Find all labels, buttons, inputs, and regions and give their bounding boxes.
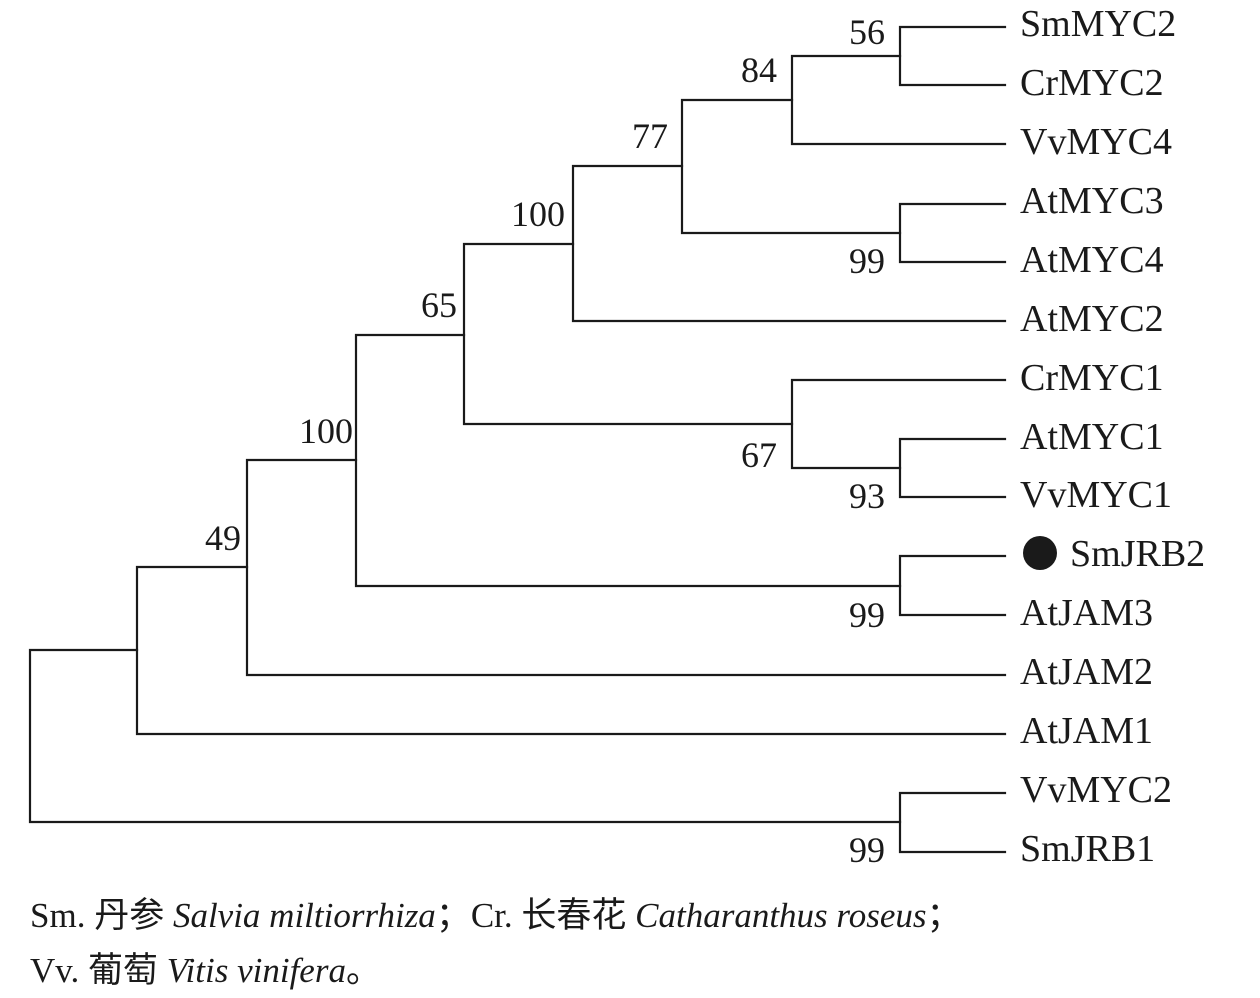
bootstrap-value: 100 [511,194,565,234]
bootstrap-value: 49 [205,518,241,558]
bootstrap-value: 67 [741,435,777,475]
legend-text: Vv. 葡萄 [30,951,167,990]
bootstrap-value: 100 [299,411,353,451]
tree-branches [28,25,1007,854]
taxon-label: AtMYC3 [1020,180,1164,222]
legend-line: Vv. 葡萄 Vitis vinifera。 [30,943,1250,998]
branch [354,333,902,588]
legend-line: Sm. 丹参 Salvia miltiorrhiza；Cr. 长春花 Catha… [30,888,1250,943]
taxon-label: AtJAM2 [1020,651,1153,693]
legend-species-name: Vitis vinifera [166,951,346,990]
taxon-label: AtMYC4 [1020,239,1164,281]
taxon-label: SmMYC2 [1020,3,1176,45]
branch [135,565,1007,736]
taxon-label: SmJRB1 [1020,828,1155,870]
taxon-label: VvMYC2 [1020,769,1172,811]
branch [28,648,902,824]
branch [790,378,1007,470]
taxon-label: AtJAM3 [1020,592,1153,634]
bootstrap-value: 77 [632,116,668,156]
legend-text: ； [926,896,962,935]
legend-text: ；Cr. 长春花 [435,896,636,935]
taxon-labels: SmMYC2 CrMYC2 VvMYC4 AtMYC3 AtMYC4 AtMYC… [1020,3,1205,870]
legend-text: 。 [345,951,381,990]
branch [790,54,1007,146]
taxon-label: VvMYC1 [1020,474,1172,516]
bootstrap-value: 93 [849,476,885,516]
taxon-label: VvMYC4 [1020,121,1172,163]
taxon-label: AtMYC1 [1020,416,1164,458]
branch [898,554,1007,617]
taxon-label: CrMYC2 [1020,62,1164,104]
legend-text: Sm. 丹参 [30,896,173,935]
bootstrap-value: 65 [421,285,457,325]
branch [898,202,1007,264]
branch [898,791,1007,854]
branch [571,164,1007,323]
phylogenetic-tree: SmMYC2 CrMYC2 VvMYC4 AtMYC3 AtMYC4 AtMYC… [28,3,1205,870]
taxon-label: AtJAM1 [1020,710,1153,752]
taxon-label: AtMYC2 [1020,298,1164,340]
branch [245,458,1007,677]
bootstrap-value: 99 [849,241,885,281]
bootstrap-labels: 56 84 77 99 100 65 93 67 99 100 49 99 [205,12,885,870]
branch [898,437,1007,499]
taxon-label-highlighted: SmJRB2 [1070,533,1205,575]
bootstrap-value: 99 [849,830,885,870]
legend-species-name: Catharanthus roseus [635,896,927,935]
branch [462,242,794,426]
bootstrap-value: 56 [849,12,885,52]
highlight-dot-icon [1023,536,1057,570]
species-legend: Sm. 丹参 Salvia miltiorrhiza；Cr. 长春花 Catha… [30,888,1250,998]
branch [898,25,1007,87]
bootstrap-value: 99 [849,595,885,635]
legend-species-name: Salvia miltiorrhiza [172,896,436,935]
bootstrap-value: 84 [741,50,777,90]
taxon-label: CrMYC1 [1020,357,1164,399]
